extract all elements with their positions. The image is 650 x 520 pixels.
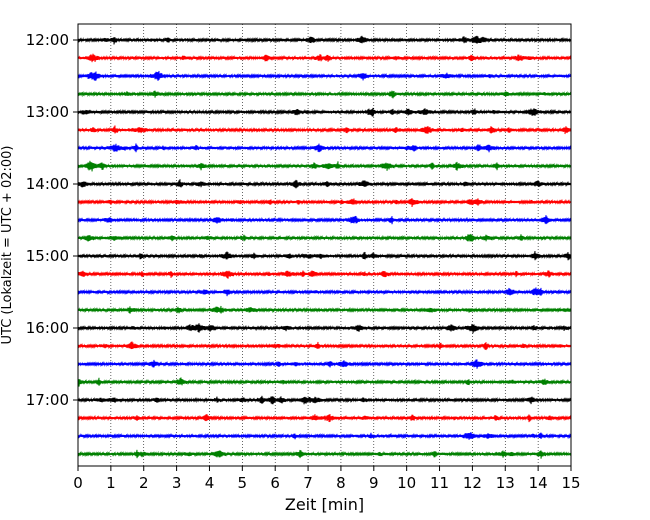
x-tick-label: 8 [336, 474, 346, 492]
x-tick-label: 13 [496, 474, 515, 492]
x-tick-label: 7 [303, 474, 313, 492]
x-tick-label: 0 [73, 474, 83, 492]
x-tick-label: 5 [238, 474, 248, 492]
x-tick-label: 6 [270, 474, 280, 492]
x-tick-label: 2 [139, 474, 149, 492]
y-axis-ticks: 12:00 13:00 14:00 15:00 16:00 17:00 [26, 31, 78, 409]
seismic-traces [77, 35, 572, 459]
seismic-trace-1615 [77, 341, 572, 351]
seismic-trace-1430 [77, 215, 572, 225]
seismic-trace-1215 [77, 53, 572, 63]
seismic-trace-1500 [77, 251, 572, 261]
seismic-trace-1230 [77, 70, 572, 81]
seismic-trace-1730 [77, 432, 572, 440]
x-tick-label: 9 [369, 474, 379, 492]
seismic-trace-1245 [77, 90, 572, 99]
seismic-trace-1315 [77, 125, 572, 135]
seismic-trace-1415 [77, 198, 572, 208]
seismic-trace-1715 [77, 414, 572, 423]
y-tick-label: 15:00 [26, 247, 69, 265]
x-tick-label: 14 [529, 474, 548, 492]
y-axis-label: UTC (Lokalzeit = UTC + 02:00) [0, 146, 15, 345]
x-tick-label: 3 [172, 474, 182, 492]
x-axis-ticks: 0 1 2 3 4 5 6 7 8 9 10 11 12 13 14 15 [73, 466, 581, 492]
x-axis-label: Zeit [min] [285, 495, 364, 514]
seismic-trace-1600 [77, 323, 572, 334]
y-tick-label: 13:00 [26, 103, 69, 121]
seismic-trace-1330 [77, 143, 572, 153]
y-tick-label: 16:00 [26, 319, 69, 337]
y-tick-label: 14:00 [26, 175, 69, 193]
seismic-trace-1345 [77, 160, 572, 172]
seismic-trace-1745 [77, 449, 572, 459]
seismic-trace-1630 [77, 359, 572, 369]
x-tick-label: 11 [430, 474, 449, 492]
x-tick-label: 10 [397, 474, 416, 492]
seismic-trace-1545 [77, 305, 572, 314]
seismic-trace-1645 [77, 377, 572, 387]
x-tick-label: 1 [106, 474, 116, 492]
seismic-trace-1400 [77, 179, 572, 189]
x-tick-label: 15 [561, 474, 580, 492]
y-tick-label: 17:00 [26, 391, 69, 409]
seismic-trace-1700 [77, 395, 572, 405]
x-tick-label: 4 [205, 474, 215, 492]
plot-frame [77, 23, 572, 467]
y-tick-label: 12:00 [26, 31, 69, 49]
seismic-trace-1300 [77, 107, 572, 117]
seismic-trace-1530 [77, 287, 572, 297]
x-tick-label: 12 [463, 474, 482, 492]
seismic-trace-1515 [77, 270, 572, 279]
seismic-trace-1200 [77, 35, 572, 45]
seismic-trace-1445 [77, 233, 572, 242]
